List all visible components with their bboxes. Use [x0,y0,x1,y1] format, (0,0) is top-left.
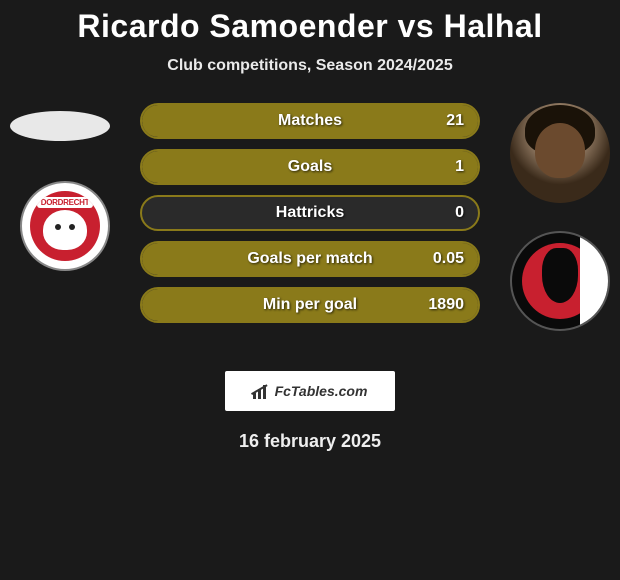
brand-text: FcTables.com [275,383,368,399]
brand-box[interactable]: FcTables.com [225,371,395,411]
page-title: Ricardo Samoender vs Halhal [0,8,620,45]
club-left-name: DORDRECHT [37,197,93,208]
stat-label: Hattricks [276,204,344,222]
stat-label: Min per goal [263,296,357,314]
club-right-mascot-icon [542,248,578,303]
subtitle: Club competitions, Season 2024/2025 [0,57,620,75]
stat-row: Matches 21 [140,103,480,139]
date-text: 16 february 2025 [0,431,620,452]
stat-label: Goals per match [247,250,372,268]
stat-value: 1 [455,158,464,176]
stat-value: 21 [446,112,464,130]
compare-area: DORDRECHT Matches 21 Goals [0,103,620,353]
stat-row: Hattricks 0 [140,195,480,231]
stat-label: Matches [278,112,342,130]
stat-row: Goals per match 0.05 [140,241,480,277]
stat-value: 0.05 [433,250,464,268]
comparison-infographic: Ricardo Samoender vs Halhal Club competi… [0,0,620,580]
player-right-photo [510,103,610,203]
player-left-photo [10,111,110,141]
stat-row: Min per goal 1890 [140,287,480,323]
bar-chart-icon [253,383,271,399]
stat-bars: Matches 21 Goals 1 Hattricks 0 Goals per… [140,103,480,333]
stat-value: 0 [455,204,464,222]
stat-row: Goals 1 [140,149,480,185]
club-right-logo [510,231,610,331]
stat-label: Goals [288,158,332,176]
club-left-logo: DORDRECHT [20,181,110,271]
club-left-mascot-icon [43,210,87,250]
stat-value: 1890 [428,296,464,314]
